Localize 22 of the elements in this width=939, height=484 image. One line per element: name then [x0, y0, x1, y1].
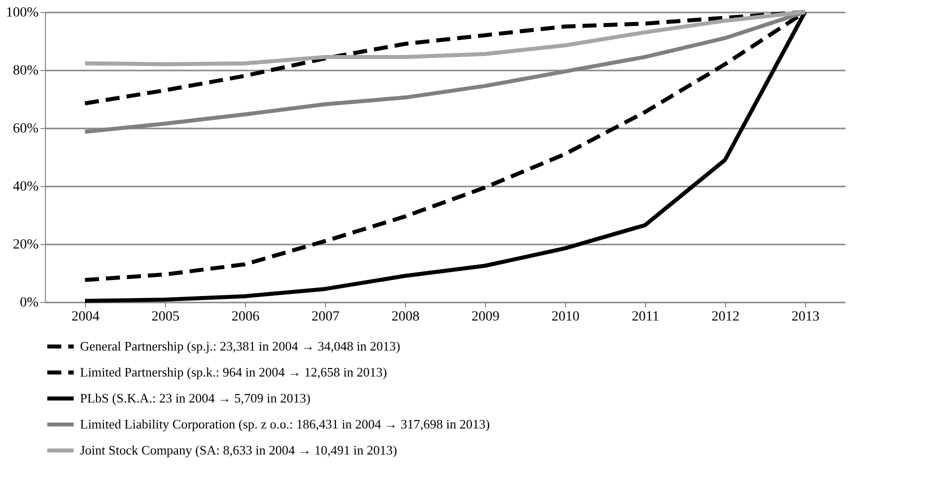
x-tick-label: 2009 — [472, 310, 500, 324]
y-tick-label: 20% — [12, 238, 39, 252]
legend-label: Joint Stock Company (SA: 8,633 in 2004 → 10,491 in 2013) — [80, 442, 398, 458]
x-tick-label: 2004 — [72, 310, 100, 324]
y-tick-label: 80% — [12, 64, 39, 78]
x-tick-label: 2008 — [392, 310, 420, 324]
y-tick-label: 0% — [20, 296, 39, 310]
y-tick-label: 60% — [12, 122, 39, 136]
line-series — [83, 10, 807, 66]
y-tick-label: 40% — [12, 180, 39, 194]
x-tick-label: 2012 — [712, 310, 740, 324]
x-tick-label: 2005 — [152, 310, 180, 324]
x-tick-label: 2010 — [552, 310, 580, 324]
legend-label: PLbS (S.K.A.: 23 in 2004 → 5,709 in 2013) — [80, 390, 310, 406]
x-tick-label: 2006 — [232, 310, 260, 324]
legend-label: General Partnership (sp.j.: 23,381 in 2004 → 34,048 in 2013) — [80, 338, 400, 354]
x-tick-label: 2013 — [792, 310, 820, 324]
x-tick-label: 2007 — [312, 310, 340, 324]
x-tick-label: 2011 — [632, 310, 660, 324]
legend-label: Limited Liability Corporation (sp. z o.o.: 186,431 in 2004 → 317,698 in 2013) — [80, 416, 490, 432]
legend-label: Limited Partnership (sp.k.: 964 in 2004 → 12,658 in 2013) — [80, 364, 387, 380]
y-tick-label: 100% — [6, 6, 39, 20]
